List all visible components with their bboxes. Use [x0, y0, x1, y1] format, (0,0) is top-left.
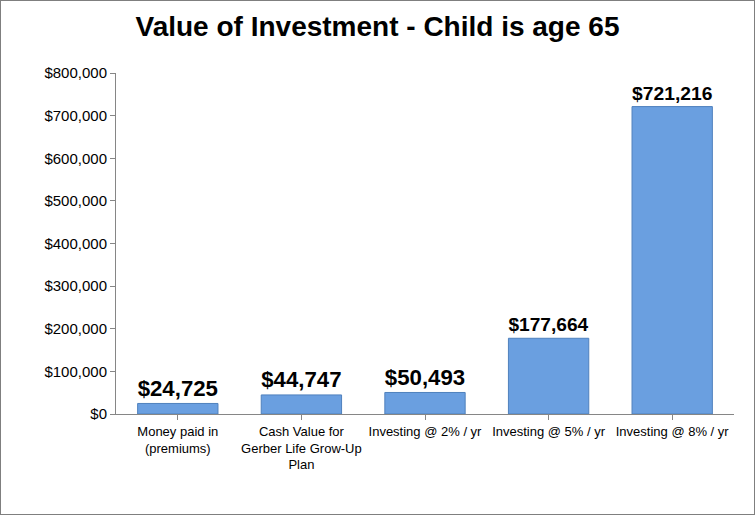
- svg-text:$200,000: $200,000: [44, 320, 107, 337]
- svg-text:Money paid in(premiums): Money paid in(premiums): [137, 424, 218, 456]
- svg-text:$500,000: $500,000: [44, 192, 107, 209]
- svg-text:$44,747: $44,747: [261, 367, 341, 392]
- svg-text:$100,000: $100,000: [44, 363, 107, 380]
- svg-text:Investing @ 2% / yr: Investing @ 2% / yr: [369, 424, 483, 439]
- svg-text:$50,493: $50,493: [385, 365, 465, 390]
- svg-text:$24,725: $24,725: [138, 376, 218, 401]
- svg-text:Cash Value forGerber Life Grow: Cash Value forGerber Life Grow-UpPlan: [241, 424, 362, 473]
- svg-text:$177,664: $177,664: [508, 314, 588, 335]
- svg-text:$600,000: $600,000: [44, 150, 107, 167]
- svg-text:$700,000: $700,000: [44, 107, 107, 124]
- svg-text:Investing @ 5% / yr: Investing @ 5% / yr: [492, 424, 606, 439]
- svg-text:$800,000: $800,000: [44, 64, 107, 81]
- svg-text:$400,000: $400,000: [44, 235, 107, 252]
- svg-text:$0: $0: [90, 405, 107, 422]
- svg-text:$721,216: $721,216: [632, 83, 713, 104]
- svg-text:Value of Investment - Child is: Value of Investment - Child is age 65: [136, 11, 620, 42]
- svg-text:$300,000: $300,000: [44, 277, 107, 294]
- svg-text:Investing @ 8% / yr: Investing @ 8% / yr: [616, 424, 730, 439]
